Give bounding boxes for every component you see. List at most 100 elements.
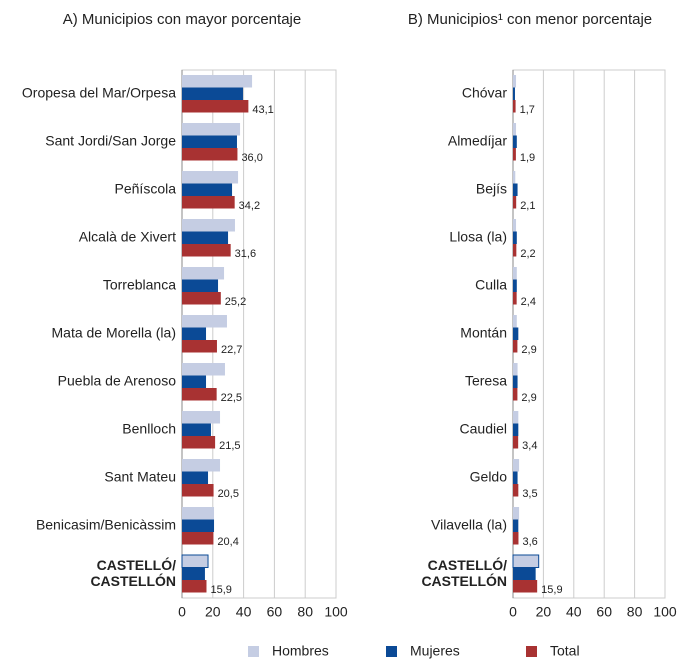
y-tick-label: Benlloch [122, 421, 176, 437]
y-tick-label: Mata de Morella (la) [52, 325, 177, 341]
bar [513, 171, 516, 184]
bar [182, 411, 221, 424]
bar [182, 196, 235, 209]
bar [182, 75, 253, 88]
bar [513, 231, 517, 244]
bar [513, 100, 516, 113]
bar [182, 100, 249, 113]
bar [182, 532, 214, 545]
bar [182, 580, 207, 593]
bar [513, 423, 519, 436]
bar [182, 267, 225, 280]
chart-title: B) Municipios¹ con menor porcentaje [408, 11, 652, 28]
bar [513, 183, 518, 196]
bar [182, 423, 211, 436]
bar [182, 183, 233, 196]
x-tick-label: 60 [267, 604, 283, 620]
bar [513, 279, 517, 292]
y-tick-label: Sant Mateu [104, 469, 176, 485]
value-label: 2,1 [520, 200, 535, 212]
bar [513, 532, 519, 545]
bar [513, 267, 517, 280]
value-label: 43,1 [252, 104, 273, 116]
x-tick-label: 100 [653, 604, 677, 620]
value-label: 21,5 [219, 440, 240, 452]
value-label: 22,5 [221, 392, 242, 404]
y-tick-label: Chóvar [462, 85, 507, 101]
bar [513, 244, 517, 257]
bar [182, 519, 215, 532]
value-label: 2,9 [521, 344, 536, 356]
value-label: 20,5 [218, 488, 239, 500]
y-tick-label: CASTELLÓ/CASTELLÓN [90, 556, 176, 589]
y-tick-label: Caudiel [460, 421, 507, 437]
x-tick-label: 40 [236, 604, 252, 620]
x-tick-label: 20 [205, 604, 221, 620]
bar [513, 411, 519, 424]
legend-label: Hombres [272, 643, 329, 659]
bar [513, 519, 519, 532]
bar [182, 507, 215, 520]
x-tick-label: 100 [324, 604, 348, 620]
value-label: 34,2 [239, 200, 260, 212]
bar [182, 363, 225, 376]
bar [513, 436, 519, 449]
value-label: 25,2 [225, 296, 246, 308]
bar [513, 459, 520, 472]
y-tick-label: Torreblanca [103, 277, 176, 293]
bar [513, 327, 519, 340]
legend-label: Total [550, 643, 580, 659]
bar [513, 567, 536, 580]
value-label: 15,9 [210, 584, 231, 596]
bar [182, 388, 217, 401]
x-tick-label: 80 [297, 604, 313, 620]
x-tick-label: 0 [178, 604, 186, 620]
bar [182, 244, 231, 257]
bar [513, 148, 516, 161]
bar [182, 459, 221, 472]
plot-frame [512, 69, 666, 599]
y-tick-label: Alcalà de Xivert [79, 229, 176, 245]
y-tick-label: Llosa (la) [449, 229, 507, 245]
value-label: 3,6 [522, 536, 537, 548]
bar [181, 554, 209, 568]
x-tick-label: 20 [536, 604, 552, 620]
bar [182, 567, 205, 580]
legend-swatch [526, 646, 537, 657]
value-label: 20,4 [217, 536, 238, 548]
y-tick-label: Montán [460, 325, 507, 341]
bar [182, 123, 241, 136]
value-label: 31,6 [235, 248, 256, 260]
bar [513, 484, 519, 497]
x-tick-label: 0 [509, 604, 517, 620]
value-label: 15,9 [541, 584, 562, 596]
y-tick-label: Culla [475, 277, 507, 293]
y-tick-label: Vilavella (la) [431, 517, 507, 533]
y-tick-label: Benicasim/Benicàssim [36, 517, 176, 533]
bar [182, 436, 216, 449]
x-tick-label: 40 [566, 604, 582, 620]
bar [182, 87, 243, 100]
bar [182, 219, 235, 232]
value-label: 3,5 [522, 488, 537, 500]
bar [513, 292, 517, 305]
bar [182, 484, 214, 497]
x-tick-label: 80 [627, 604, 643, 620]
value-label: 1,9 [520, 152, 535, 164]
value-label: 2,9 [521, 392, 536, 404]
y-tick-label: Peñíscola [115, 181, 177, 197]
bar [182, 148, 238, 161]
bar [182, 375, 207, 388]
bar [513, 363, 518, 376]
y-tick-label: Oropesa del Mar/Orpesa [22, 85, 176, 101]
bar [513, 580, 538, 593]
bar [182, 471, 209, 484]
y-tick-label: CASTELLÓ/CASTELLÓN [421, 556, 507, 589]
legend-swatch [386, 646, 397, 657]
chart-title: A) Municipios con mayor porcentaje [63, 11, 301, 28]
legend-label: Mujeres [410, 643, 460, 659]
bar [182, 315, 227, 328]
value-label: 36,0 [241, 152, 262, 164]
bar [513, 135, 517, 148]
y-tick-label: Geldo [470, 469, 508, 485]
